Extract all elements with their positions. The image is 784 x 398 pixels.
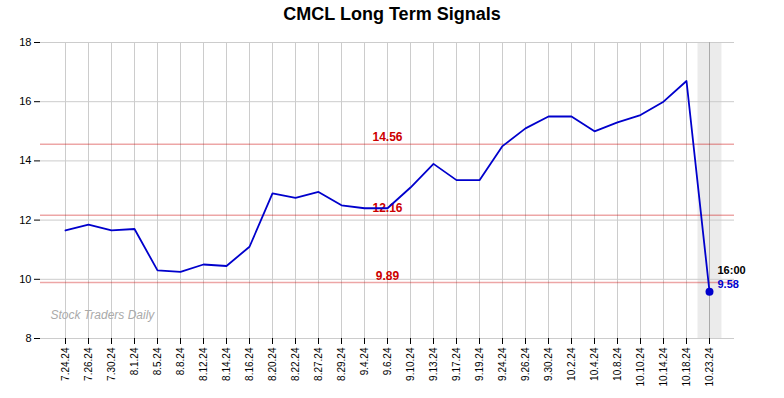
svg-text:16: 16 xyxy=(19,95,31,107)
svg-text:9.58: 9.58 xyxy=(718,278,739,290)
svg-text:7.30.24: 7.30.24 xyxy=(106,347,117,381)
svg-text:18: 18 xyxy=(19,36,31,48)
svg-text:9.10.24: 9.10.24 xyxy=(405,347,416,381)
svg-text:9.19.24: 9.19.24 xyxy=(474,347,485,381)
svg-text:10.14.24: 10.14.24 xyxy=(658,347,669,386)
svg-text:7.26.24: 7.26.24 xyxy=(83,347,94,381)
svg-text:8.12.24: 8.12.24 xyxy=(198,347,209,381)
svg-text:8.16.24: 8.16.24 xyxy=(244,347,255,381)
svg-text:9.24.24: 9.24.24 xyxy=(497,347,508,381)
svg-text:12: 12 xyxy=(19,214,31,226)
svg-text:10.10.24: 10.10.24 xyxy=(635,347,646,386)
svg-text:8.20.24: 8.20.24 xyxy=(267,347,278,381)
svg-text:10.4.24: 10.4.24 xyxy=(589,347,600,381)
svg-text:8.22.24: 8.22.24 xyxy=(290,347,301,381)
svg-text:9.6.24: 9.6.24 xyxy=(382,347,393,375)
svg-text:8.1.24: 8.1.24 xyxy=(129,347,140,375)
html-text:CMCL Long Term Signals: CMCL Long Term Signals xyxy=(283,4,501,24)
svg-text:9.13.24: 9.13.24 xyxy=(428,347,439,381)
svg-text:9.4.24: 9.4.24 xyxy=(359,347,370,375)
svg-text:9.17.24: 9.17.24 xyxy=(451,347,462,381)
svg-text:9.89: 9.89 xyxy=(376,269,400,283)
svg-text:10.23.24: 10.23.24 xyxy=(704,347,715,386)
svg-text:8.8.24: 8.8.24 xyxy=(175,347,186,375)
svg-text:Stock Traders Daily: Stock Traders Daily xyxy=(51,308,156,322)
svg-text:8.14.24: 8.14.24 xyxy=(221,347,232,381)
svg-text:10.2.24: 10.2.24 xyxy=(566,347,577,381)
svg-text:8.29.24: 8.29.24 xyxy=(336,347,347,381)
svg-text:9.30.24: 9.30.24 xyxy=(543,347,554,381)
svg-text:10.8.24: 10.8.24 xyxy=(612,347,623,381)
svg-text:9.26.24: 9.26.24 xyxy=(520,347,531,381)
svg-text:14.56: 14.56 xyxy=(372,130,402,144)
svg-text:14: 14 xyxy=(19,154,31,166)
svg-text:8: 8 xyxy=(25,332,31,344)
svg-text:10.18.24: 10.18.24 xyxy=(681,347,692,386)
svg-text:8.27.24: 8.27.24 xyxy=(313,347,324,381)
svg-text:12.16: 12.16 xyxy=(372,201,403,216)
svg-text:8.5.24: 8.5.24 xyxy=(152,347,163,375)
svg-text:10: 10 xyxy=(19,273,31,285)
svg-text:7.24.24: 7.24.24 xyxy=(60,347,71,381)
svg-text:16:00: 16:00 xyxy=(718,264,746,276)
